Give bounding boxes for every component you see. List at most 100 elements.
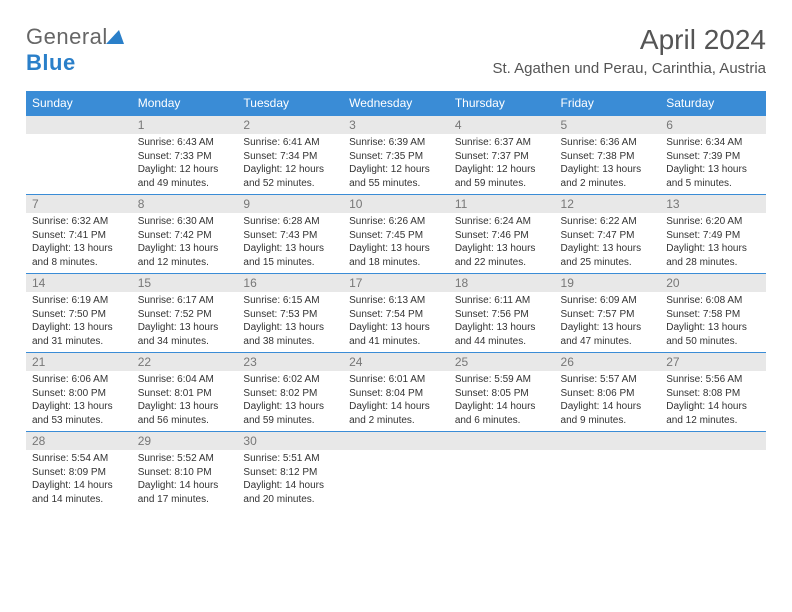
daylight-text: Daylight: 13 hours and 56 minutes. [138, 400, 232, 427]
daylight-text: Daylight: 13 hours and 34 minutes. [138, 321, 232, 348]
daylight-text: Daylight: 12 hours and 55 minutes. [349, 163, 443, 190]
calendar-week-row: 1Sunrise: 6:43 AMSunset: 7:33 PMDaylight… [26, 116, 766, 195]
day-details: Sunrise: 6:20 AMSunset: 7:49 PMDaylight:… [660, 213, 766, 273]
day-details: Sunrise: 6:17 AMSunset: 7:52 PMDaylight:… [132, 292, 238, 352]
calendar-cell: 20Sunrise: 6:08 AMSunset: 7:58 PMDayligh… [660, 274, 766, 353]
day-header: Monday [132, 91, 238, 116]
day-details: Sunrise: 6:04 AMSunset: 8:01 PMDaylight:… [132, 371, 238, 431]
day-number: 10 [343, 195, 449, 213]
calendar-cell: 12Sunrise: 6:22 AMSunset: 7:47 PMDayligh… [555, 195, 661, 274]
day-number: 21 [26, 353, 132, 371]
sunrise-text: Sunrise: 6:08 AM [666, 294, 760, 308]
day-details: Sunrise: 5:57 AMSunset: 8:06 PMDaylight:… [555, 371, 661, 431]
sunset-text: Sunset: 8:02 PM [243, 387, 337, 401]
logo: GeneralBlue [26, 24, 124, 76]
day-details: Sunrise: 6:22 AMSunset: 7:47 PMDaylight:… [555, 213, 661, 273]
day-details: Sunrise: 6:36 AMSunset: 7:38 PMDaylight:… [555, 134, 661, 194]
day-details: Sunrise: 6:09 AMSunset: 7:57 PMDaylight:… [555, 292, 661, 352]
daylight-text: Daylight: 13 hours and 25 minutes. [561, 242, 655, 269]
sunset-text: Sunset: 7:37 PM [455, 150, 549, 164]
triangle-icon [106, 24, 124, 49]
day-number [660, 432, 766, 450]
sunrise-text: Sunrise: 6:06 AM [32, 373, 126, 387]
sunset-text: Sunset: 7:57 PM [561, 308, 655, 322]
day-number: 6 [660, 116, 766, 134]
day-details: Sunrise: 6:26 AMSunset: 7:45 PMDaylight:… [343, 213, 449, 273]
sunset-text: Sunset: 7:43 PM [243, 229, 337, 243]
daylight-text: Daylight: 14 hours and 2 minutes. [349, 400, 443, 427]
calendar-cell: 30Sunrise: 5:51 AMSunset: 8:12 PMDayligh… [237, 432, 343, 511]
daylight-text: Daylight: 13 hours and 8 minutes. [32, 242, 126, 269]
day-number: 13 [660, 195, 766, 213]
daylight-text: Daylight: 14 hours and 20 minutes. [243, 479, 337, 506]
sunrise-text: Sunrise: 6:01 AM [349, 373, 443, 387]
day-details: Sunrise: 5:54 AMSunset: 8:09 PMDaylight:… [26, 450, 132, 510]
daylight-text: Daylight: 13 hours and 41 minutes. [349, 321, 443, 348]
month-title: April 2024 [492, 24, 766, 56]
day-details: Sunrise: 6:06 AMSunset: 8:00 PMDaylight:… [26, 371, 132, 431]
day-number: 12 [555, 195, 661, 213]
day-details: Sunrise: 5:59 AMSunset: 8:05 PMDaylight:… [449, 371, 555, 431]
day-details: Sunrise: 6:24 AMSunset: 7:46 PMDaylight:… [449, 213, 555, 273]
calendar-cell: 2Sunrise: 6:41 AMSunset: 7:34 PMDaylight… [237, 116, 343, 195]
sunrise-text: Sunrise: 6:11 AM [455, 294, 549, 308]
day-number: 16 [237, 274, 343, 292]
sunrise-text: Sunrise: 5:54 AM [32, 452, 126, 466]
calendar-cell: 8Sunrise: 6:30 AMSunset: 7:42 PMDaylight… [132, 195, 238, 274]
day-details: Sunrise: 6:41 AMSunset: 7:34 PMDaylight:… [237, 134, 343, 194]
sunset-text: Sunset: 8:09 PM [32, 466, 126, 480]
sunrise-text: Sunrise: 5:57 AM [561, 373, 655, 387]
header: GeneralBlue April 2024 St. Agathen und P… [26, 24, 766, 77]
daylight-text: Daylight: 13 hours and 50 minutes. [666, 321, 760, 348]
sunset-text: Sunset: 7:49 PM [666, 229, 760, 243]
calendar-cell: 14Sunrise: 6:19 AMSunset: 7:50 PMDayligh… [26, 274, 132, 353]
calendar-week-row: 14Sunrise: 6:19 AMSunset: 7:50 PMDayligh… [26, 274, 766, 353]
sunrise-text: Sunrise: 6:02 AM [243, 373, 337, 387]
sunset-text: Sunset: 7:52 PM [138, 308, 232, 322]
daylight-text: Daylight: 12 hours and 52 minutes. [243, 163, 337, 190]
sunrise-text: Sunrise: 5:59 AM [455, 373, 549, 387]
day-details: Sunrise: 6:11 AMSunset: 7:56 PMDaylight:… [449, 292, 555, 352]
sunset-text: Sunset: 7:41 PM [32, 229, 126, 243]
day-details: Sunrise: 6:01 AMSunset: 8:04 PMDaylight:… [343, 371, 449, 431]
sunrise-text: Sunrise: 6:20 AM [666, 215, 760, 229]
daylight-text: Daylight: 13 hours and 2 minutes. [561, 163, 655, 190]
calendar-cell [449, 432, 555, 511]
sunrise-text: Sunrise: 6:26 AM [349, 215, 443, 229]
sunrise-text: Sunrise: 5:51 AM [243, 452, 337, 466]
calendar-cell: 26Sunrise: 5:57 AMSunset: 8:06 PMDayligh… [555, 353, 661, 432]
day-header-row: Sunday Monday Tuesday Wednesday Thursday… [26, 91, 766, 116]
sunset-text: Sunset: 7:47 PM [561, 229, 655, 243]
calendar-cell: 24Sunrise: 6:01 AMSunset: 8:04 PMDayligh… [343, 353, 449, 432]
day-number [449, 432, 555, 450]
sunset-text: Sunset: 8:06 PM [561, 387, 655, 401]
sunrise-text: Sunrise: 6:13 AM [349, 294, 443, 308]
daylight-text: Daylight: 13 hours and 47 minutes. [561, 321, 655, 348]
calendar-cell [660, 432, 766, 511]
day-header: Tuesday [237, 91, 343, 116]
calendar-cell: 27Sunrise: 5:56 AMSunset: 8:08 PMDayligh… [660, 353, 766, 432]
calendar-cell: 29Sunrise: 5:52 AMSunset: 8:10 PMDayligh… [132, 432, 238, 511]
daylight-text: Daylight: 12 hours and 59 minutes. [455, 163, 549, 190]
day-header: Wednesday [343, 91, 449, 116]
day-details: Sunrise: 5:52 AMSunset: 8:10 PMDaylight:… [132, 450, 238, 510]
calendar-cell: 19Sunrise: 6:09 AMSunset: 7:57 PMDayligh… [555, 274, 661, 353]
daylight-text: Daylight: 13 hours and 31 minutes. [32, 321, 126, 348]
sunset-text: Sunset: 7:54 PM [349, 308, 443, 322]
calendar-cell: 13Sunrise: 6:20 AMSunset: 7:49 PMDayligh… [660, 195, 766, 274]
day-number: 24 [343, 353, 449, 371]
sunset-text: Sunset: 8:10 PM [138, 466, 232, 480]
daylight-text: Daylight: 14 hours and 6 minutes. [455, 400, 549, 427]
logo-part1: General [26, 24, 108, 49]
day-number: 9 [237, 195, 343, 213]
sunset-text: Sunset: 7:34 PM [243, 150, 337, 164]
calendar-week-row: 28Sunrise: 5:54 AMSunset: 8:09 PMDayligh… [26, 432, 766, 511]
calendar-cell: 22Sunrise: 6:04 AMSunset: 8:01 PMDayligh… [132, 353, 238, 432]
sunrise-text: Sunrise: 6:43 AM [138, 136, 232, 150]
daylight-text: Daylight: 13 hours and 22 minutes. [455, 242, 549, 269]
day-number: 2 [237, 116, 343, 134]
daylight-text: Daylight: 13 hours and 5 minutes. [666, 163, 760, 190]
sunset-text: Sunset: 7:35 PM [349, 150, 443, 164]
day-details: Sunrise: 5:56 AMSunset: 8:08 PMDaylight:… [660, 371, 766, 431]
day-details: Sunrise: 6:43 AMSunset: 7:33 PMDaylight:… [132, 134, 238, 194]
